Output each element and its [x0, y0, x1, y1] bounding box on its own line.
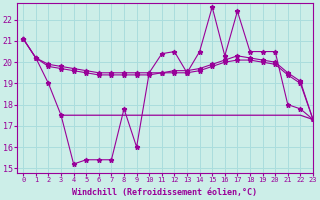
- X-axis label: Windchill (Refroidissement éolien,°C): Windchill (Refroidissement éolien,°C): [72, 188, 258, 197]
